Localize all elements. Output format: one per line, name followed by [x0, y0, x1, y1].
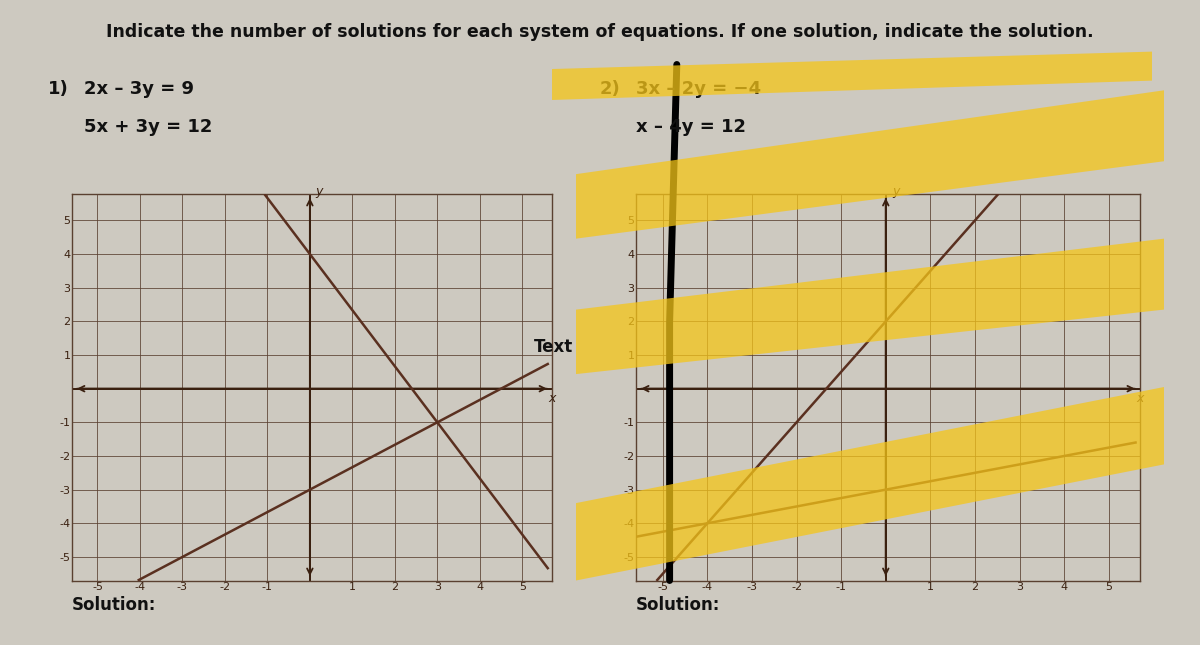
Text: Solution:: Solution:	[636, 595, 720, 613]
Text: 3x – 2y = −4: 3x – 2y = −4	[636, 79, 761, 97]
Text: 2): 2)	[600, 79, 620, 97]
Text: y: y	[316, 185, 323, 198]
Text: x: x	[548, 392, 556, 405]
Text: x: x	[1136, 392, 1144, 405]
Text: Solution:: Solution:	[72, 595, 156, 613]
Text: x – 4y = 12: x – 4y = 12	[636, 118, 746, 136]
Text: Indicate the number of solutions for each system of equations. If one solution, : Indicate the number of solutions for eac…	[106, 23, 1094, 41]
Text: y: y	[892, 185, 899, 198]
Text: 2x – 3y = 9: 2x – 3y = 9	[84, 79, 194, 97]
Text: 5x + 3y = 12: 5x + 3y = 12	[84, 118, 212, 136]
Text: 1): 1)	[48, 79, 68, 97]
Text: Text: Text	[534, 337, 574, 355]
